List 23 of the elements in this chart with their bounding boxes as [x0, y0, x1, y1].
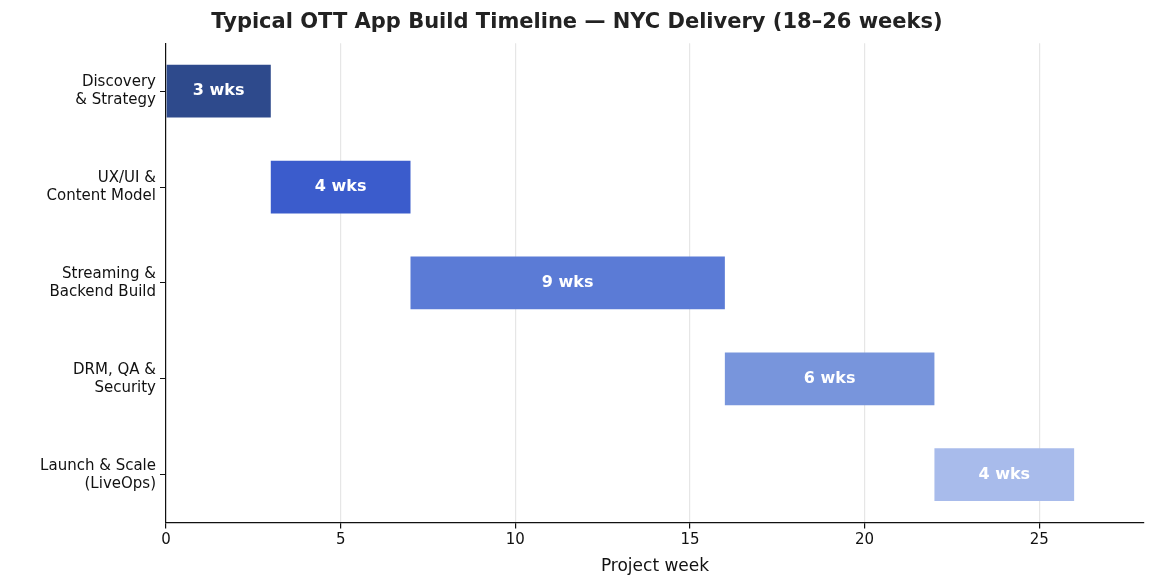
x-tick-label: 25 — [1029, 530, 1049, 549]
y-tick-label: UX/UI & Content Model — [46, 167, 157, 204]
x-tick-label: 5 — [335, 530, 346, 549]
x-tick-label: 0 — [161, 530, 171, 549]
bar — [724, 352, 935, 406]
bar — [410, 256, 725, 310]
x-tick-label: 15 — [680, 530, 700, 549]
bar — [934, 448, 1075, 502]
y-tick-label: Launch & Scale (LiveOps) — [40, 455, 156, 492]
data-label: 3 wks — [192, 80, 245, 100]
y-tick-label: Discovery & Strategy — [75, 72, 157, 109]
data-label: 9 wks — [541, 272, 594, 292]
y-tick-label: DRM, QA & Security — [73, 359, 157, 396]
bar — [166, 64, 271, 118]
x-axis-title: Project week — [600, 555, 710, 576]
data-label: 4 wks — [978, 463, 1031, 483]
x-tick-label: 20 — [855, 530, 875, 549]
y-tick-label: Streaming & Backend Build — [49, 263, 157, 300]
x-tick-label: 10 — [505, 530, 525, 549]
data-label: 4 wks — [314, 176, 367, 196]
data-label: 6 wks — [803, 367, 856, 387]
chart-title: Typical OTT App Build Timeline — NYC Delivery (18–26 weeks) — [211, 9, 943, 34]
bar — [270, 160, 411, 214]
